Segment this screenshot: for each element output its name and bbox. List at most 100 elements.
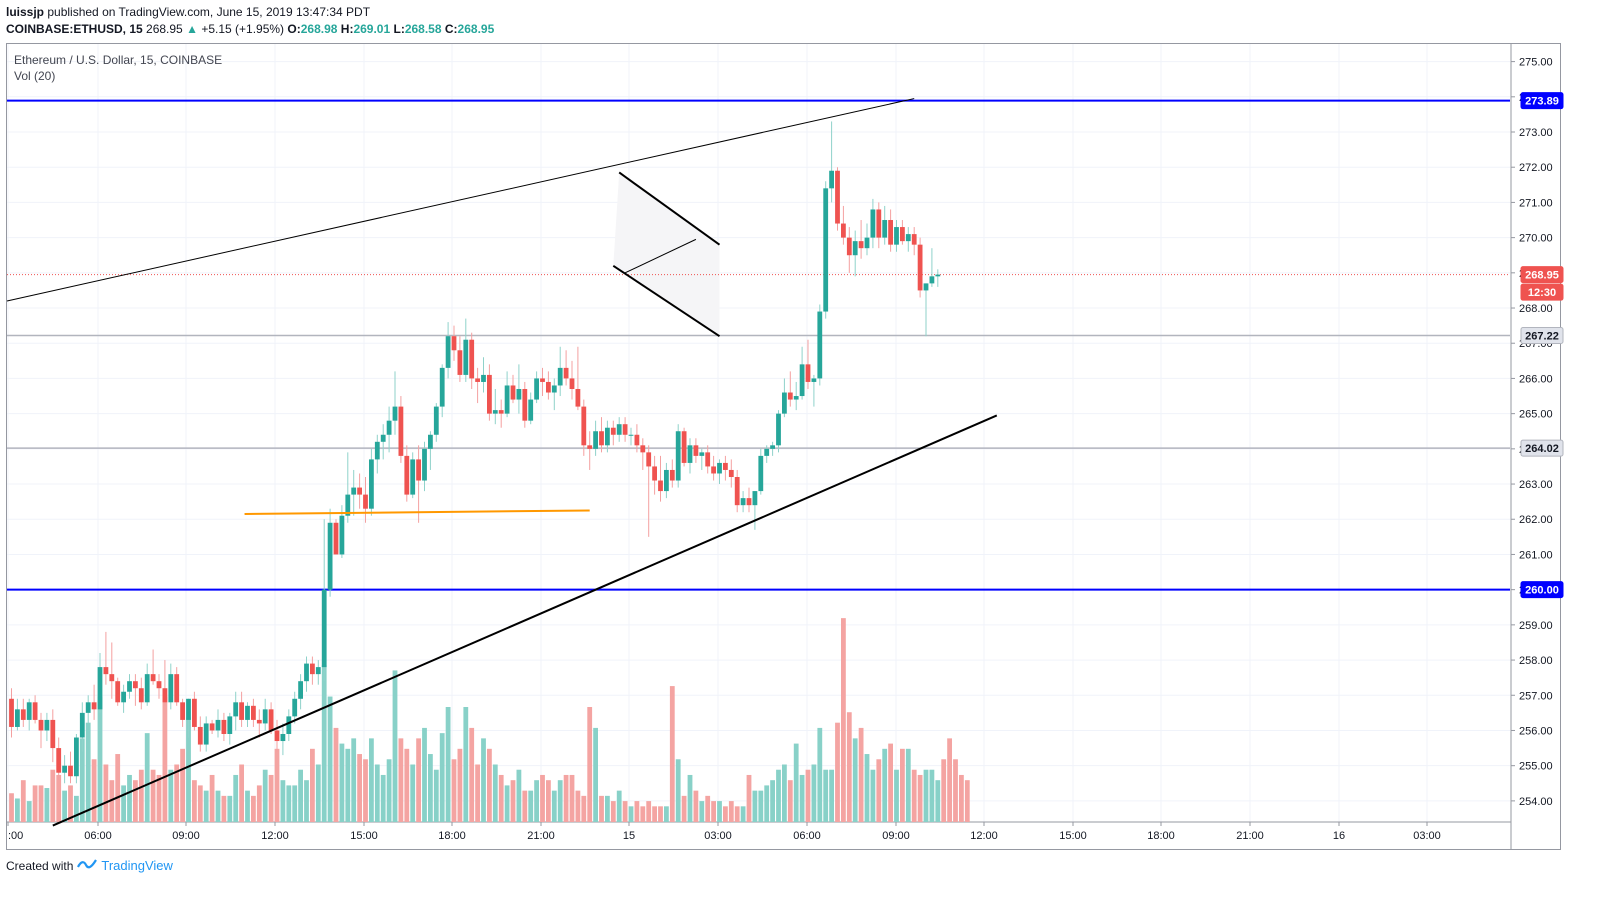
volume-bar bbox=[56, 774, 62, 822]
volume-bar bbox=[646, 801, 652, 822]
volume-bar bbox=[315, 764, 321, 822]
candle-body bbox=[492, 410, 498, 414]
candle-body bbox=[357, 487, 362, 495]
candle-body bbox=[186, 698, 191, 720]
volume-bar bbox=[274, 748, 280, 822]
volume-bar bbox=[363, 759, 368, 822]
candle-body bbox=[327, 522, 333, 590]
volume-bar bbox=[457, 748, 463, 822]
price-badge bbox=[1520, 266, 1564, 284]
price-tick-label: 259.00 bbox=[1519, 620, 1553, 632]
volume-bar bbox=[587, 707, 593, 822]
candle-body bbox=[923, 283, 929, 291]
candle-body bbox=[50, 719, 56, 749]
volume-bar bbox=[782, 764, 787, 822]
candle-body bbox=[85, 702, 91, 713]
candle-body bbox=[740, 498, 746, 506]
price-badge bbox=[1520, 581, 1564, 599]
volume-bar bbox=[138, 769, 144, 822]
volume-bar bbox=[605, 795, 610, 822]
volume-bar bbox=[422, 727, 427, 822]
volume-bar bbox=[664, 806, 669, 822]
candle-body bbox=[646, 452, 652, 467]
price-badge-label: 268.95 bbox=[1525, 270, 1559, 282]
candle-body bbox=[846, 237, 852, 256]
candle-body bbox=[764, 448, 770, 456]
volume-bar bbox=[770, 780, 775, 822]
price-tick-label: 258.00 bbox=[1519, 655, 1553, 667]
candle-body bbox=[386, 420, 392, 435]
candle-body bbox=[793, 396, 799, 400]
author-name[interactable]: luissjp bbox=[6, 5, 45, 19]
volume-bar bbox=[32, 785, 38, 822]
candle-body bbox=[345, 494, 351, 516]
candle-body bbox=[32, 702, 38, 720]
volume-bar bbox=[858, 727, 864, 822]
close-value: 268.95 bbox=[457, 22, 495, 36]
candle-body bbox=[227, 716, 233, 734]
volume-bar bbox=[333, 727, 339, 822]
candle-body bbox=[62, 765, 67, 773]
candle-body bbox=[534, 378, 539, 400]
volume-bar bbox=[374, 764, 380, 822]
volume-bar bbox=[262, 769, 268, 822]
candle-body bbox=[339, 515, 345, 555]
volume-bar bbox=[268, 774, 274, 822]
volume-bar bbox=[245, 790, 250, 822]
tradingview-brand[interactable]: TradingView bbox=[101, 858, 173, 873]
price-tick-label: 261.00 bbox=[1519, 549, 1553, 561]
last-price: 268.95 bbox=[146, 22, 183, 36]
legend-title[interactable]: Ethereum / U.S. Dollar, 15, COINBASE bbox=[14, 53, 223, 67]
volume-bar bbox=[133, 780, 138, 822]
candle-body bbox=[622, 424, 628, 435]
candle-body bbox=[563, 367, 569, 379]
volume-bar bbox=[693, 790, 699, 822]
volume-bar bbox=[723, 806, 728, 822]
candle-body bbox=[870, 209, 876, 238]
price-tick-label: 271.00 bbox=[1519, 197, 1553, 209]
candle-body bbox=[463, 339, 469, 375]
candle-body bbox=[894, 227, 899, 245]
volume-bar bbox=[168, 769, 174, 822]
candle-body bbox=[634, 434, 640, 446]
volume-bar bbox=[44, 788, 50, 822]
low-value: 268.58 bbox=[404, 22, 442, 36]
volume-bar bbox=[905, 748, 911, 822]
volume-bar bbox=[805, 769, 811, 822]
high-label: H: bbox=[340, 22, 354, 36]
candle-body bbox=[516, 388, 522, 400]
legend-volume[interactable]: Vol (20) bbox=[14, 69, 56, 83]
price-tick-label: 255.00 bbox=[1519, 761, 1553, 773]
candle-body bbox=[770, 445, 775, 449]
volume-bar bbox=[304, 780, 309, 822]
volume-bar bbox=[652, 806, 657, 822]
volume-bar bbox=[451, 759, 457, 822]
volume-bar bbox=[799, 774, 805, 822]
candle-body bbox=[197, 726, 203, 745]
time-tick-label: 21:00 bbox=[527, 830, 555, 842]
footer: Created with TradingView bbox=[6, 858, 173, 873]
volume-bar bbox=[540, 774, 545, 822]
volume-bar bbox=[711, 801, 716, 822]
price-tick-label: 270.00 bbox=[1519, 233, 1553, 245]
candle-body bbox=[26, 702, 32, 720]
candle-body bbox=[451, 336, 457, 351]
volume-bar bbox=[162, 696, 168, 822]
volume-bar bbox=[681, 795, 687, 822]
time-tick-label: 15 bbox=[623, 830, 635, 842]
volume-bar bbox=[569, 774, 575, 822]
symbol-label: COINBASE:ETHUSD, 15 bbox=[6, 22, 143, 36]
candle-body bbox=[728, 469, 734, 478]
volume-bar bbox=[369, 738, 374, 822]
volume-bar bbox=[852, 738, 858, 822]
volume-bar bbox=[911, 769, 917, 822]
volume-bar bbox=[551, 790, 557, 822]
volume-bar bbox=[20, 780, 26, 822]
price-badge bbox=[1520, 283, 1564, 301]
candle-body bbox=[162, 688, 168, 703]
candle-body bbox=[363, 494, 368, 509]
price-tick-label: 266.00 bbox=[1519, 373, 1553, 385]
candle-body bbox=[905, 234, 911, 242]
candle-body bbox=[445, 336, 451, 368]
